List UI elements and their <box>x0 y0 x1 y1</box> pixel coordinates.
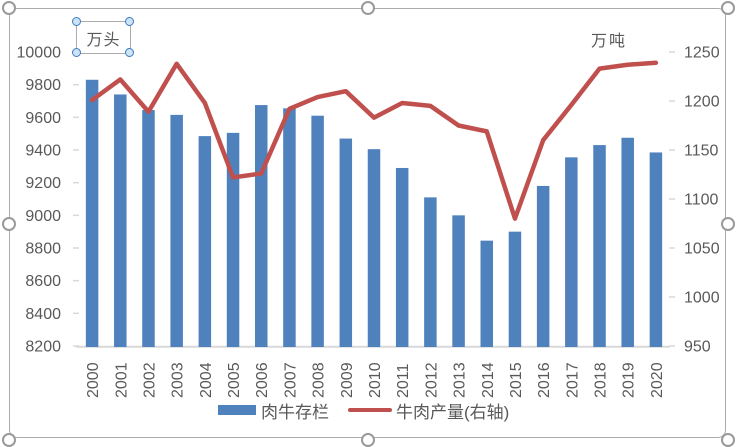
left-axis-tick-label: 8400 <box>25 306 61 323</box>
chart-resize-handle-top-right[interactable] <box>721 1 735 15</box>
x-axis-year-label: 2010 <box>367 362 384 398</box>
chart-resize-handle-bottom-center[interactable] <box>361 433 375 447</box>
bar-2000[interactable] <box>85 79 99 348</box>
x-axis-year-label: 2009 <box>339 362 356 398</box>
x-axis-year-label: 2018 <box>593 362 610 398</box>
textbox-handle-top-right[interactable] <box>124 16 134 26</box>
left-axis-tick-label: 9400 <box>25 143 61 160</box>
left-value-axis[interactable]: 10000 9800 9600 9400 9200 9000 8800 8600 8400 820… <box>17 45 80 356</box>
x-axis-year-label: 2002 <box>141 362 158 398</box>
left-axis-tick-label: 9800 <box>25 77 61 94</box>
right-axis-tick-label: 1100 <box>684 192 719 209</box>
right-axis-tick-label: 1050 <box>684 241 720 258</box>
bar-2001[interactable] <box>114 94 127 347</box>
bar-2015[interactable] <box>508 231 522 347</box>
left-axis-tick-label: 10000 <box>17 45 62 62</box>
left-axis-tick-label: 9600 <box>25 110 61 127</box>
bar-2010[interactable] <box>367 149 381 347</box>
bar-2012[interactable] <box>424 197 437 347</box>
left-unit-textbox[interactable]: 万头 <box>76 21 131 54</box>
category-axis[interactable]: 2000 2001 2002 2003 2004 2005 2006 2007 2008 2009… <box>76 345 670 398</box>
bar-2005[interactable] <box>226 132 240 347</box>
chart-resize-handle-middle-left[interactable] <box>2 217 16 231</box>
x-axis-year-label: 2014 <box>480 362 497 398</box>
x-axis-year-label: 2017 <box>564 362 581 398</box>
x-axis-year-label: 2000 <box>85 362 102 398</box>
x-axis-year-label: 2013 <box>452 362 469 398</box>
x-axis-year-label: 2001 <box>113 362 130 398</box>
legend[interactable]: 肉牛存栏 牛肉产量(右轴) <box>218 399 510 422</box>
textbox-handle-top-left[interactable] <box>71 16 81 26</box>
textbox-handle-bottom-left[interactable] <box>71 47 81 57</box>
bar-2007[interactable] <box>283 108 296 347</box>
chart-resize-handle-middle-right[interactable] <box>721 217 735 231</box>
x-axis-year-label: 2015 <box>508 362 525 398</box>
right-value-axis[interactable]: 1250 1200 1150 1100 1050 1000 950 <box>669 45 720 356</box>
bar-2002[interactable] <box>142 109 155 347</box>
x-axis-year-label: 2008 <box>311 362 328 398</box>
bar-series-cattle-inventory[interactable] <box>85 79 663 348</box>
legend-swatch-bar <box>218 405 256 415</box>
bar-2006[interactable] <box>254 105 268 347</box>
right-axis-tick-label: 1000 <box>684 290 720 307</box>
bar-2008[interactable] <box>311 115 324 347</box>
chart-area[interactable] <box>9 8 726 438</box>
x-axis-year-label: 2020 <box>649 362 666 398</box>
x-axis-year-label: 2003 <box>170 362 187 398</box>
left-unit-label: 万头 <box>86 31 121 49</box>
x-axis-year-label: 2007 <box>282 362 299 398</box>
bar-2004[interactable] <box>198 136 212 347</box>
bar-2016[interactable] <box>536 185 550 347</box>
x-axis-year-label: 2011 <box>395 363 412 398</box>
legend-item-beef-production[interactable]: 牛肉产量(右轴) <box>396 402 510 422</box>
left-axis-tick-label: 8200 <box>25 339 61 356</box>
chart-resize-handle-bottom-left[interactable] <box>2 433 16 447</box>
textbox-handle-bottom-right[interactable] <box>124 47 134 57</box>
x-axis-year-label: 2005 <box>226 362 243 398</box>
left-axis-tick-label: 9200 <box>25 175 61 192</box>
bar-2013[interactable] <box>452 215 465 347</box>
bar-2017[interactable] <box>565 157 578 347</box>
x-axis-year-label: 2019 <box>621 362 638 398</box>
legend-swatch-line <box>348 408 392 412</box>
right-axis-tick-label: 1250 <box>684 45 720 62</box>
bar-2019[interactable] <box>621 137 634 347</box>
left-axis-tick-label: 9000 <box>25 208 61 225</box>
bar-2020[interactable] <box>649 152 663 347</box>
x-axis-year-label: 2012 <box>423 362 440 398</box>
bar-2014[interactable] <box>480 240 494 347</box>
left-axis-tick-label: 8800 <box>25 241 61 258</box>
x-axis-year-label: 2004 <box>198 362 215 398</box>
legend-item-cattle-inventory[interactable]: 肉牛存栏 <box>261 402 329 422</box>
right-axis-tick-label: 1150 <box>684 143 719 160</box>
right-unit-label[interactable]: 万吨 <box>591 33 628 50</box>
bar-2018[interactable] <box>593 145 606 347</box>
chart-resize-handle-top-center[interactable] <box>361 1 375 15</box>
chart-resize-handle-bottom-right[interactable] <box>721 433 735 447</box>
bar-2003[interactable] <box>170 114 183 347</box>
bar-2011[interactable] <box>395 167 409 347</box>
right-axis-tick-label: 1200 <box>684 94 720 111</box>
x-axis-year-label: 2016 <box>536 362 553 398</box>
bar-2009[interactable] <box>339 138 353 347</box>
x-axis-year-label: 2006 <box>254 362 271 398</box>
line-series-beef-production[interactable] <box>89 60 659 221</box>
left-axis-tick-label: 8600 <box>25 273 61 290</box>
chart-resize-handle-top-left[interactable] <box>2 1 16 15</box>
right-axis-tick-label: 950 <box>684 339 711 356</box>
